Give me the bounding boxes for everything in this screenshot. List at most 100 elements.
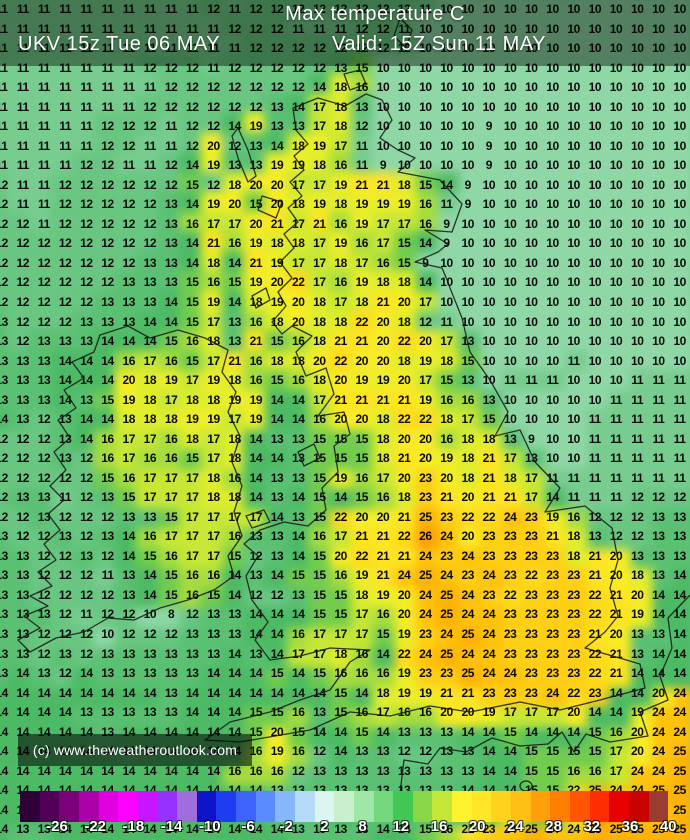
grid-cell-color <box>566 350 588 371</box>
grid-cell-color <box>308 528 330 549</box>
grid-cell-color <box>652 489 674 510</box>
grid-cell-color <box>0 172 8 192</box>
grid-cell-color <box>544 112 567 133</box>
grid-row <box>0 33 690 54</box>
grid-cell-color <box>437 132 459 153</box>
grid-cell-color <box>179 350 201 371</box>
grid-cell-color <box>50 92 72 113</box>
grid-cell: 12 <box>0 431 8 446</box>
grid-cell-color <box>114 211 137 232</box>
grid-cell: 20 <box>355 353 369 368</box>
grid-cell: 13 <box>0 392 8 407</box>
grid-cell-color <box>179 687 201 708</box>
grid-cell-color <box>609 152 631 173</box>
grid-cell-color <box>157 568 180 589</box>
grid-cell: 11 <box>165 119 178 134</box>
grid-cell: 12 <box>270 587 284 602</box>
grid-cell: 13 <box>313 822 326 837</box>
grid-cell-color <box>179 92 201 113</box>
grid-cell-color <box>28 548 51 569</box>
grid-cell: 19 <box>397 627 411 641</box>
grid-cell-color <box>501 72 524 93</box>
grid-cell: 13 <box>270 548 284 563</box>
grid-cell: 17 <box>355 607 369 622</box>
grid-cell-color <box>222 826 244 840</box>
grid-cell: 10 <box>525 80 538 95</box>
grid-cell-color <box>609 707 631 728</box>
grid-cell-color <box>673 350 690 371</box>
grid-cell: 12 <box>0 197 8 212</box>
grid-cell-color <box>0 13 8 34</box>
grid-cell-color <box>480 588 502 609</box>
grid-cell: 12 <box>249 80 263 95</box>
grid-cell-color <box>179 112 201 133</box>
coastline-channel-island <box>519 780 533 792</box>
grid-cell-color <box>523 568 545 589</box>
grid-cell-color <box>222 588 244 609</box>
grid-cell: 11 <box>186 21 199 36</box>
grid-cell-color <box>544 390 567 411</box>
scale-segment <box>609 791 629 822</box>
grid-cell: 19 <box>376 587 390 602</box>
grid-cell-color <box>609 429 631 450</box>
grid-cell: 11 <box>101 60 114 75</box>
grid-cell-color <box>0 628 8 648</box>
grid-cell: 11 <box>440 197 453 212</box>
grid-cell: 14 <box>101 412 114 427</box>
grid-cell: 10 <box>652 275 665 290</box>
grid-cell: 12 <box>207 80 220 95</box>
grid-cell-color <box>458 429 481 450</box>
grid-cell: 14 <box>80 412 93 427</box>
grid-cell-color <box>50 211 72 232</box>
grid-cell: 14 <box>0 802 8 817</box>
grid-cell-color <box>0 53 8 73</box>
grid-cell: 10 <box>546 412 559 427</box>
grid-cell-color <box>200 667 223 688</box>
grid-cell: 25 <box>461 627 474 641</box>
grid-cell-color <box>71 310 94 331</box>
grid-cell: 10 <box>630 41 644 56</box>
grid-cell-color <box>265 350 287 371</box>
grid-cell-color <box>50 172 72 192</box>
grid-cell-color <box>93 112 115 133</box>
grid-cell: 13 <box>58 646 72 661</box>
grid-cell-color <box>265 469 287 490</box>
grid-cell: 9 <box>443 216 450 231</box>
grid-cell: 18 <box>397 490 411 505</box>
grid-cell: 26 <box>419 529 432 544</box>
grid-cell-color <box>7 390 29 411</box>
grid-cell: 17 <box>609 763 623 778</box>
grid-cell: 20 <box>291 314 305 329</box>
grid-cell: 24 <box>461 646 474 661</box>
grid-cell: 12 <box>419 744 432 759</box>
grid-cell-color <box>243 132 266 153</box>
grid-cell: 14 <box>291 99 305 114</box>
grid-cell: 11 <box>0 119 8 134</box>
grid-cell-color <box>308 568 330 589</box>
grid-cell: 17 <box>440 334 453 349</box>
grid-cell-color <box>265 528 287 549</box>
grid-cell-color <box>308 211 330 232</box>
grid-cell: 10 <box>630 99 644 114</box>
grid-cell: 25 <box>673 763 686 778</box>
grid-cell-color <box>437 628 459 648</box>
grid-cell-color <box>222 191 244 212</box>
grid-cell: 16 <box>101 451 114 466</box>
grid-cell-color <box>673 390 690 411</box>
grid-cell-color <box>523 310 545 331</box>
grid-cell-color <box>630 330 653 351</box>
grid-row: 1313131211121210812131314141415151716202… <box>0 605 690 625</box>
grid-cell: 19 <box>249 119 263 134</box>
grid-cell-color <box>673 608 690 629</box>
grid-cell: 16 <box>186 587 199 602</box>
grid-cell: 18 <box>355 294 369 309</box>
grid-cell-color <box>351 291 373 311</box>
grid-cell: 14 <box>291 685 305 700</box>
grid-cell: 12 <box>58 587 72 602</box>
grid-cell-color <box>329 231 352 252</box>
grid-row <box>0 628 690 648</box>
grid-cell: 15 <box>270 666 284 681</box>
grid-cell-color <box>93 271 115 292</box>
grid-cell: 12 <box>80 627 93 641</box>
grid-cell: 12 <box>80 158 93 173</box>
